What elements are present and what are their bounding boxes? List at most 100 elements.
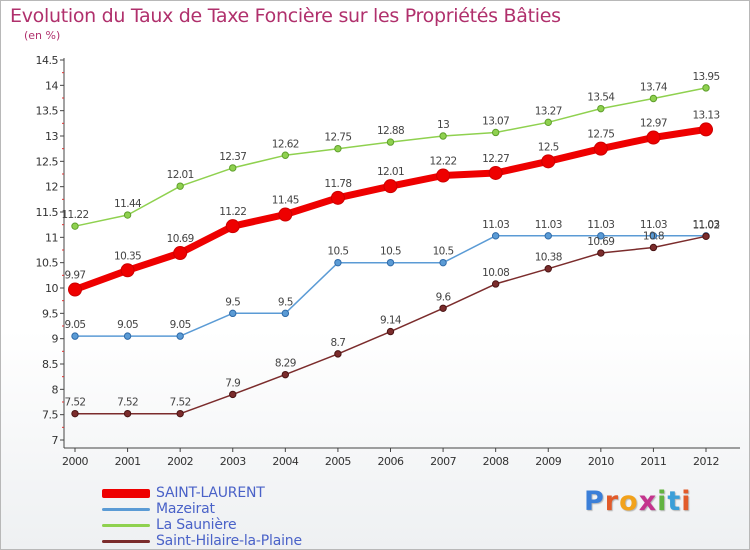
chart-title: Evolution du Taux de Taxe Foncière sur l… — [10, 5, 561, 27]
data-point — [176, 182, 184, 190]
data-point — [123, 211, 132, 219]
x-tick-label: 2004 — [272, 455, 298, 468]
data-point — [330, 190, 345, 205]
data-point — [225, 219, 240, 234]
x-tick-label: 2001 — [115, 455, 141, 468]
data-point — [123, 332, 132, 340]
data-point — [649, 243, 658, 252]
y-tick-label: 12 — [45, 181, 58, 194]
legend-swatch — [102, 488, 150, 498]
data-label: 13.54 — [587, 92, 615, 104]
legend-item-mazeirat: Mazeirat — [102, 501, 302, 517]
y-tick-label: 8 — [52, 383, 59, 396]
data-label: 11.45 — [272, 195, 299, 207]
data-point — [120, 263, 135, 278]
data-label: 12.5 — [538, 141, 559, 153]
data-point — [702, 232, 710, 241]
data-label: 11.03 — [587, 219, 614, 231]
data-label: 12.01 — [167, 169, 194, 181]
logo-letter: o — [619, 486, 639, 517]
data-point — [544, 265, 552, 273]
data-label: 9.05 — [65, 319, 86, 331]
data-label: 8.7 — [330, 337, 345, 349]
y-tick-label: 14 — [45, 79, 58, 92]
data-point — [597, 249, 605, 257]
data-point — [176, 409, 184, 418]
y-tick-label: 12.5 — [36, 155, 59, 168]
logo-letter: i — [657, 486, 668, 517]
data-point — [334, 258, 342, 267]
x-tick-label: 2010 — [588, 455, 614, 468]
proxiti-logo: Proxiti — [584, 486, 692, 517]
y-tick-label: 9 — [52, 333, 59, 346]
data-label: 9.05 — [170, 319, 191, 331]
data-point — [68, 282, 82, 297]
data-label: 10.69 — [587, 236, 614, 248]
data-label: 12.75 — [587, 129, 614, 141]
x-tick-label: 2005 — [325, 455, 351, 468]
data-label: 12.62 — [272, 138, 299, 150]
data-label: 11.22 — [219, 206, 246, 218]
data-label: 8.29 — [275, 358, 296, 370]
legend-item-saint-laurent: SAINT-LAURENT — [102, 485, 302, 501]
y-tick-label: 11 — [45, 231, 58, 244]
y-tick-label: 10 — [45, 282, 58, 295]
data-label: 12.27 — [482, 153, 509, 165]
data-point — [229, 309, 237, 318]
data-point — [386, 258, 395, 267]
data-label: 13.27 — [535, 105, 562, 117]
x-tick-label: 2006 — [378, 455, 404, 468]
data-label: 13.13 — [692, 109, 719, 121]
logo-letter: i — [681, 486, 692, 517]
legend-item-saint-hilaire-la-plaine: Saint-Hilaire-la-Plaine — [102, 533, 302, 549]
logo-letter: x — [638, 486, 658, 517]
data-point — [71, 222, 79, 230]
y-tick-label: 13.5 — [36, 105, 59, 118]
data-label: 7.9 — [225, 377, 240, 389]
data-point — [334, 350, 342, 358]
data-label: 10.38 — [535, 252, 562, 264]
x-tick-label: 2011 — [640, 455, 666, 468]
data-label: 12.37 — [219, 151, 246, 163]
chart-unit-label: (en %) — [24, 29, 61, 42]
legend-item-la-sauniere: La Saunière — [102, 517, 302, 533]
data-label: 11.78 — [324, 178, 351, 190]
data-label: 11.44 — [114, 198, 142, 210]
y-tick-label: 8.5 — [42, 358, 58, 371]
data-label: 12.97 — [640, 118, 667, 130]
data-label: 12.75 — [324, 132, 351, 144]
data-label: 7.52 — [170, 397, 191, 409]
legend-label: SAINT-LAURENT — [156, 485, 265, 501]
legend-label: Mazeirat — [156, 501, 215, 517]
data-point — [439, 304, 447, 312]
data-label: 9.5 — [225, 296, 240, 308]
series-line — [74, 87, 707, 227]
data-point — [281, 370, 290, 379]
data-point — [278, 207, 293, 222]
logo-letter: t — [667, 486, 682, 517]
legend-swatch — [102, 539, 150, 543]
data-point — [491, 128, 500, 137]
data-label: 9.05 — [117, 319, 138, 331]
data-label: 11.03 — [482, 219, 509, 231]
data-point — [491, 280, 500, 288]
data-label: 11.02 — [692, 219, 719, 231]
y-tick-label: 10.5 — [36, 257, 59, 270]
data-point — [646, 130, 661, 145]
data-point — [176, 332, 184, 340]
data-label: 10.35 — [114, 250, 141, 262]
x-tick-label: 2008 — [483, 455, 509, 468]
data-point — [334, 144, 342, 153]
y-tick-label: 13 — [45, 130, 58, 143]
data-point — [71, 332, 79, 340]
data-label: 10.5 — [433, 246, 454, 258]
y-tick-label: 7 — [52, 434, 59, 447]
data-point — [281, 151, 290, 159]
y-tick-label: 14.5 — [36, 54, 59, 67]
x-tick-label: 2007 — [430, 455, 456, 468]
data-label: 7.52 — [117, 397, 138, 409]
data-label: 11.22 — [61, 209, 88, 221]
data-label: 12.01 — [377, 166, 404, 178]
data-point — [383, 179, 398, 194]
